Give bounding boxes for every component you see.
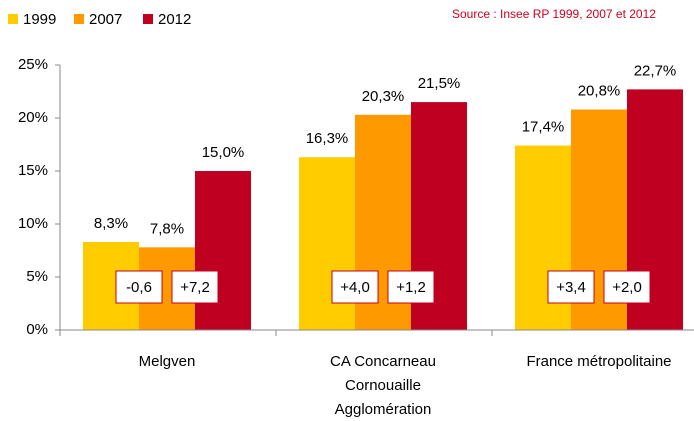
value-label: 17,4% <box>522 119 565 136</box>
change-label: +1,2 <box>396 279 426 296</box>
change-label: +2,0 <box>612 279 642 296</box>
legend-label: 2012 <box>158 11 191 28</box>
value-label: 20,8% <box>578 82 621 99</box>
y-tick-label: 10% <box>18 215 48 232</box>
y-tick-label: 15% <box>18 162 48 179</box>
legend-label: 2007 <box>89 11 122 28</box>
x-tick-label: Melgven <box>139 353 196 370</box>
change-box <box>115 270 163 304</box>
source: Source : Insee RP 1999, 2007 et 2012 <box>452 7 656 21</box>
value-label: 21,5% <box>418 75 461 92</box>
change-box <box>387 270 435 304</box>
value-label: 16,3% <box>306 130 349 147</box>
change-label: +7,2 <box>180 279 210 296</box>
value-label: 20,3% <box>362 88 405 105</box>
bar <box>299 157 355 330</box>
legend-swatch <box>143 14 153 24</box>
value-label: 7,8% <box>150 220 184 237</box>
x-tick-label: CA Concarneau Cornouaille Agglomération <box>330 353 436 418</box>
value-label: 8,3% <box>94 215 128 232</box>
change-label: -0,6 <box>126 279 152 296</box>
legend-swatch <box>8 14 18 24</box>
value-label: 15,0% <box>202 144 245 161</box>
y-tick-label: 20% <box>18 109 48 126</box>
change-label: +3,4 <box>556 279 586 296</box>
change-box <box>603 270 651 304</box>
legend-label: 1999 <box>23 11 56 28</box>
change-box <box>171 270 219 304</box>
change-box <box>547 270 595 304</box>
change-label: +4,0 <box>340 279 370 296</box>
value-label: 22,7% <box>634 62 677 79</box>
y-tick-label: 25% <box>18 56 48 73</box>
change-box <box>331 270 379 304</box>
y-tick-label: 0% <box>26 321 48 338</box>
y-tick-label: 5% <box>26 268 48 285</box>
x-tick-label: France métropolitaine <box>526 353 671 370</box>
legend-swatch <box>74 14 84 24</box>
bar <box>195 171 251 330</box>
